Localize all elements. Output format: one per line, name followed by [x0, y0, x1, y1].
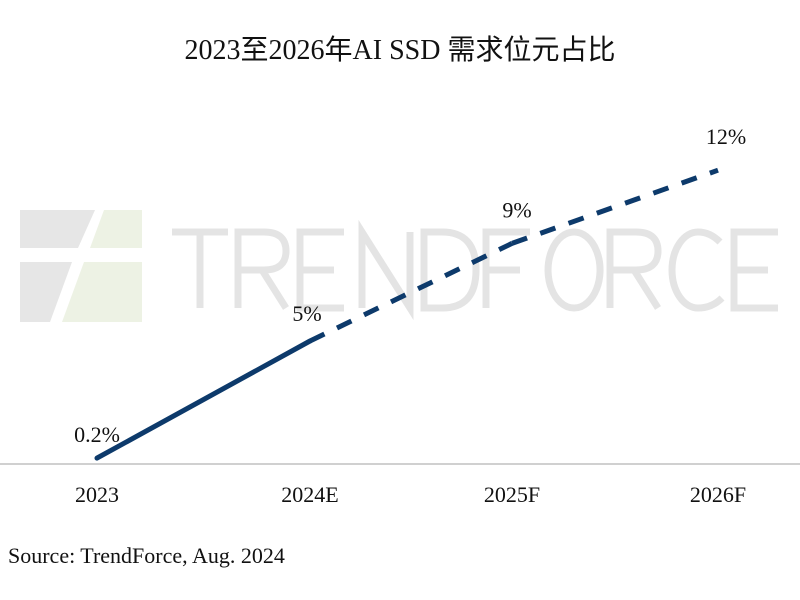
line-segment-2023-2024E: [94, 338, 313, 461]
data-label: 9%: [502, 197, 531, 222]
watermark-letter-shape: [420, 228, 480, 312]
watermark-letter-shape: [606, 228, 662, 310]
watermark-letter-shape: [234, 228, 290, 310]
x-tick-label: 2025F: [484, 482, 540, 507]
source-note: Source: TrendForce, Aug. 2024: [8, 543, 285, 568]
watermark-letter-shape: [296, 228, 344, 312]
x-tick-label: 2024E: [281, 482, 338, 507]
watermark-letter-shape: [544, 228, 604, 312]
watermark-letter-shape: [172, 228, 228, 308]
data-label: 0.2%: [74, 422, 120, 447]
watermark-letter-shape: [358, 219, 414, 321]
watermark-letter-shape: [668, 228, 725, 312]
watermark-wordmark: [172, 219, 778, 321]
trendforce-watermark-logo: [20, 210, 778, 322]
line-segment-2024E-2025F: [308, 241, 514, 344]
watermark-letter-shape: [482, 228, 530, 308]
line-segment-2025F-2026F: [511, 167, 719, 246]
data-label: 12%: [706, 124, 746, 149]
data-label: 5%: [292, 301, 321, 326]
watermark-letter-shape: [730, 228, 778, 312]
x-tick-label: 2026F: [690, 482, 746, 507]
x-tick-label: 2023: [75, 482, 119, 507]
chart-title: 2023至2026年AI SSD 需求位元占比: [184, 35, 616, 66]
